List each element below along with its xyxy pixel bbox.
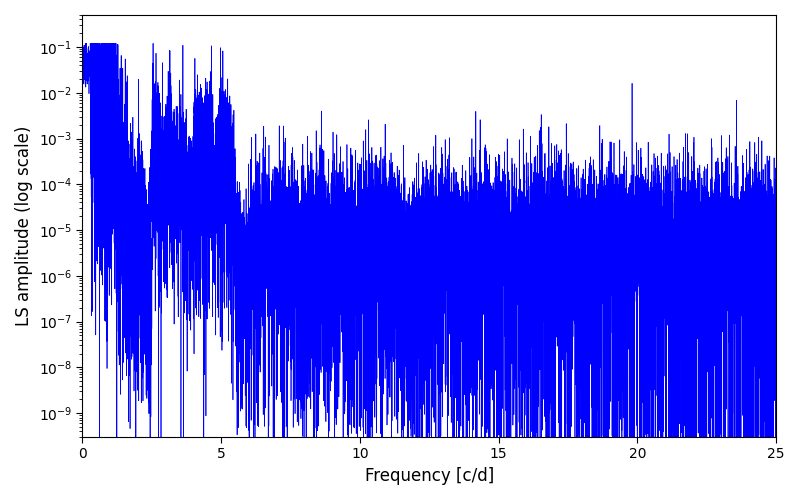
Y-axis label: LS amplitude (log scale): LS amplitude (log scale) xyxy=(15,126,33,326)
X-axis label: Frequency [c/d]: Frequency [c/d] xyxy=(365,467,494,485)
